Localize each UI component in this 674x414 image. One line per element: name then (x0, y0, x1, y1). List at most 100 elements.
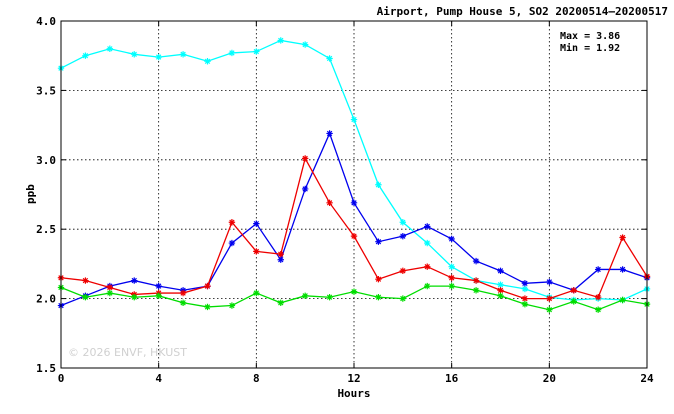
data-point (326, 130, 333, 137)
series-layer (57, 37, 651, 313)
data-point (277, 256, 284, 263)
data-point (521, 280, 529, 287)
y-tick-label: 4.0 (36, 15, 56, 28)
data-point (424, 223, 431, 230)
data-point (594, 266, 602, 273)
data-point (399, 219, 407, 226)
data-point (521, 295, 529, 302)
data-point (228, 219, 236, 226)
data-point (228, 302, 236, 309)
data-point (277, 250, 284, 258)
data-point (301, 292, 309, 300)
data-point (594, 306, 602, 313)
data-point (350, 199, 358, 207)
x-tick-label: 20 (543, 372, 556, 385)
data-point (375, 181, 382, 188)
data-point (301, 185, 309, 193)
data-point (399, 232, 407, 240)
data-point (228, 239, 236, 247)
data-point (619, 296, 626, 304)
data-point (375, 294, 382, 301)
data-point (375, 238, 382, 245)
data-point (179, 299, 187, 306)
y-tick-label: 3.5 (36, 84, 56, 97)
data-point (253, 48, 260, 55)
x-tick-label: 8 (253, 372, 260, 385)
data-point (155, 292, 162, 300)
data-point (253, 248, 260, 255)
y-tick-label: 2.0 (36, 293, 56, 306)
data-point (106, 284, 114, 291)
x-axis-label: Hours (337, 387, 370, 400)
data-point (106, 45, 114, 52)
data-point (179, 51, 187, 58)
watermark: © 2026 ENVF, HKUST (68, 346, 187, 359)
data-point (277, 299, 284, 306)
data-point (497, 267, 504, 275)
y-tick-label: 1.5 (36, 362, 56, 375)
data-point (594, 294, 602, 301)
data-point (472, 277, 480, 284)
data-point (570, 298, 577, 305)
data-point (155, 282, 162, 290)
data-point (350, 116, 358, 123)
data-point (253, 220, 260, 227)
data-point (448, 282, 455, 290)
data-point (497, 281, 504, 288)
data-point (448, 274, 455, 281)
min-annotation: Min = 1.92 (560, 42, 620, 54)
x-tick-label: 0 (58, 372, 65, 385)
data-point (106, 289, 114, 297)
data-point (546, 278, 553, 286)
chart-title: Airport, Pump House 5, SO2 20200514–2020… (377, 5, 668, 18)
y-axis-label: ppb (24, 184, 37, 204)
data-point (399, 295, 407, 302)
data-point (546, 295, 553, 302)
max-annotation: Max = 3.86 (560, 31, 620, 42)
data-point (204, 282, 211, 290)
data-point (301, 41, 309, 48)
data-point (131, 51, 138, 58)
data-point (472, 257, 480, 265)
data-point (326, 294, 333, 301)
data-point (277, 37, 284, 44)
data-point (204, 58, 211, 65)
x-tick-label: 12 (347, 372, 360, 385)
data-point (472, 287, 480, 294)
data-point (375, 275, 382, 283)
data-point (82, 294, 89, 301)
data-point (228, 49, 236, 57)
data-point (497, 292, 504, 300)
series-line (60, 131, 648, 307)
data-point (326, 199, 333, 207)
data-point (497, 287, 504, 294)
data-point (155, 53, 162, 61)
x-tick-label: 4 (155, 372, 162, 385)
data-point (619, 234, 626, 241)
data-point (399, 267, 407, 275)
data-point (521, 300, 529, 308)
data-point (253, 289, 260, 297)
data-point (424, 282, 431, 290)
data-point (204, 303, 211, 311)
data-point (131, 294, 138, 301)
data-point (350, 232, 358, 240)
data-point (350, 288, 358, 295)
data-point (424, 263, 431, 270)
data-point (82, 277, 89, 284)
data-point (301, 155, 309, 162)
x-tick-label: 24 (640, 372, 654, 385)
data-point (521, 285, 529, 293)
data-point (448, 263, 455, 270)
y-tick-label: 3.0 (36, 154, 56, 167)
data-point (546, 306, 553, 313)
data-point (619, 266, 626, 273)
data-point (448, 235, 455, 243)
axis-ticks: 0 4 8 12 16 20 24 1.5 2.0 2.5 3.0 3.5 4.0 (36, 15, 654, 385)
data-point (326, 55, 333, 62)
data-point (131, 277, 138, 284)
data-point (424, 239, 431, 247)
grid-lines (61, 21, 647, 368)
